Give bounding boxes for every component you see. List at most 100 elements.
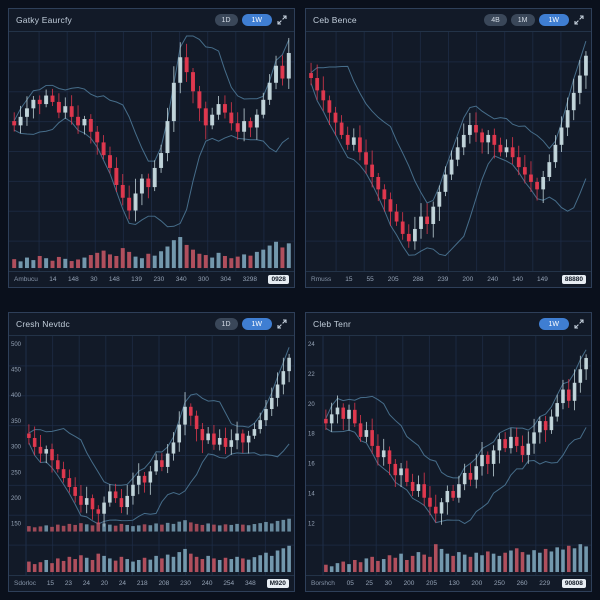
svg-text:400: 400 <box>11 393 22 399</box>
svg-text:500: 500 <box>11 342 22 348</box>
panel-title: Cleb Tenr <box>313 319 352 329</box>
x-tick-label: 229 <box>539 580 551 587</box>
x-tick-label: 304 <box>220 276 232 283</box>
timeframe-button[interactable]: 1D <box>214 318 238 330</box>
x-tick-label: 30 <box>90 276 98 283</box>
x-tick-label: 300 <box>198 276 209 283</box>
candlestick-chart[interactable]: 24 22 20 18 16 14 12 <box>306 336 591 575</box>
timeframe-button[interactable]: 4B <box>484 14 507 26</box>
candlestick-chart[interactable] <box>306 32 591 271</box>
chart-area <box>306 32 591 271</box>
x-tick-label: 230 <box>180 580 191 587</box>
x-tick-label: 24 <box>82 580 91 587</box>
timeframe-buttons: 1D 1W <box>214 14 272 26</box>
x-tick-label: 205 <box>387 276 399 283</box>
x-tick-label: 139 <box>131 276 143 283</box>
x-tick-label: 250 <box>494 580 505 587</box>
expand-icon[interactable] <box>573 15 584 26</box>
x-axis-name: Ambucu <box>14 276 38 283</box>
axis-value-badge: M920 <box>266 579 289 588</box>
svg-text:14: 14 <box>308 492 315 498</box>
svg-text:250: 250 <box>11 470 22 476</box>
x-axis: Rmuss 15 55 205 288 239 200 240 140 149 88880 <box>306 271 591 287</box>
x-tick-label: 254 <box>223 580 235 587</box>
x-axis-name: Borshch <box>311 580 335 587</box>
panel-title: Ceb Bence <box>313 15 357 25</box>
chart-area <box>9 32 294 271</box>
panel-header: Cleb Tenr 1W <box>306 313 591 336</box>
x-tick-label: 20 <box>100 580 109 587</box>
svg-text:12: 12 <box>308 522 315 528</box>
x-tick-label: 240 <box>487 276 499 283</box>
x-tick-label: 208 <box>158 580 170 587</box>
chart-panel-2: Ceb Bence 4B 1M 1W Rmuss 15 55 205 288 239 200 24… <box>305 8 592 288</box>
timeframe-button[interactable]: 1M <box>510 14 535 26</box>
x-tick-label: 25 <box>365 580 373 587</box>
timeframe-button[interactable]: 1D <box>214 14 238 26</box>
chart-panel-4: Cleb Tenr 1W 24 22 20 18 16 14 12 Borshch 05 25 3… <box>305 312 592 592</box>
x-tick-label: 240 <box>201 580 213 587</box>
x-tick-label: 30 <box>384 580 392 587</box>
panel-header: Ceb Bence 4B 1M 1W <box>306 9 591 32</box>
x-tick-label: 148 <box>108 276 120 283</box>
x-tick-label: 149 <box>537 276 548 283</box>
x-tick-label: 130 <box>448 580 460 587</box>
chart-panel-3: Cresh Nevtdc 1D 1W 500 450 400 350 300 250 200 1… <box>8 312 295 592</box>
x-tick-label: 288 <box>412 276 424 283</box>
timeframe-buttons: 1W <box>538 318 569 330</box>
timeframe-button[interactable]: 1W <box>241 318 272 330</box>
x-tick-label: 23 <box>64 580 73 587</box>
x-tick-label: 348 <box>244 580 256 587</box>
timeframe-button[interactable]: 1W <box>538 14 569 26</box>
candlestick-chart[interactable] <box>9 32 294 271</box>
chart-area: 24 22 20 18 16 14 12 <box>306 336 591 575</box>
x-tick-label: 200 <box>403 580 415 587</box>
svg-text:18: 18 <box>308 432 315 438</box>
x-axis-name: Rmuss <box>311 276 332 283</box>
svg-text:300: 300 <box>11 445 22 451</box>
panel-header: Cresh Nevtdc 1D 1W <box>9 313 294 336</box>
x-tick-label: 05 <box>346 580 354 587</box>
x-tick-label: 239 <box>437 276 449 283</box>
x-tick-label: 200 <box>471 580 483 587</box>
expand-icon[interactable] <box>573 319 584 330</box>
x-axis: Ambucu 14 148 30 148 139 230 340 300 304 3298 0928 <box>9 271 294 287</box>
chart-panel-1: Gatky Eaurcfy 1D 1W Ambucu 14 148 30 148 139 23… <box>8 8 295 288</box>
x-tick-label: 15 <box>345 276 353 283</box>
x-tick-label: 3298 <box>242 276 258 283</box>
x-tick-label: 260 <box>516 580 528 587</box>
axis-value-badge: 0928 <box>268 275 289 284</box>
timeframe-buttons: 1D 1W <box>214 318 272 330</box>
x-tick-label: 148 <box>67 276 79 283</box>
expand-icon[interactable] <box>276 15 287 26</box>
svg-text:450: 450 <box>11 368 22 374</box>
x-tick-label: 140 <box>512 276 523 283</box>
x-tick-label: 24 <box>118 580 127 587</box>
timeframe-button[interactable]: 1W <box>241 14 272 26</box>
x-axis: Sdorloc 15 23 24 20 24 218 208 230 240 254 348 M920 <box>9 575 294 591</box>
svg-text:24: 24 <box>308 342 315 348</box>
x-tick-label: 200 <box>462 276 474 283</box>
timeframe-buttons: 4B 1M 1W <box>484 14 569 26</box>
x-tick-label: 15 <box>46 580 55 587</box>
expand-icon[interactable] <box>276 319 287 330</box>
panel-title: Cresh Nevtdc <box>16 319 70 329</box>
timeframe-button[interactable]: 1W <box>538 318 569 330</box>
axis-value-badge: 90808 <box>561 579 586 588</box>
x-axis: Borshch 05 25 30 200 205 130 200 250 260 229 90808 <box>306 575 591 591</box>
svg-text:350: 350 <box>11 419 22 425</box>
candlestick-chart[interactable]: 500 450 400 350 300 250 200 150 <box>9 336 294 575</box>
svg-text:200: 200 <box>11 496 22 502</box>
svg-text:20: 20 <box>308 402 315 408</box>
panel-header: Gatky Eaurcfy 1D 1W <box>9 9 294 32</box>
svg-text:150: 150 <box>11 522 22 528</box>
x-tick-label: 230 <box>153 276 165 283</box>
x-tick-label: 14 <box>49 276 57 283</box>
svg-text:16: 16 <box>308 462 315 468</box>
x-tick-label: 205 <box>426 580 438 587</box>
x-tick-label: 55 <box>366 276 374 283</box>
axis-value-badge: 88880 <box>561 275 586 284</box>
svg-text:22: 22 <box>308 372 315 378</box>
x-tick-label: 218 <box>136 580 148 587</box>
